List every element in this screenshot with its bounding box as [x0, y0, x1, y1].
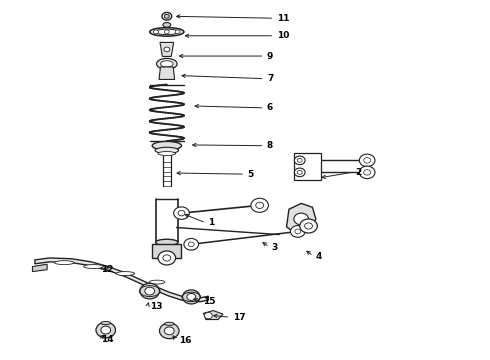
Ellipse shape [84, 265, 103, 269]
Circle shape [184, 238, 198, 250]
Ellipse shape [156, 239, 178, 246]
Circle shape [145, 287, 155, 295]
Circle shape [294, 213, 309, 225]
Ellipse shape [116, 271, 135, 275]
Polygon shape [160, 42, 173, 57]
Polygon shape [159, 67, 174, 80]
Circle shape [300, 219, 318, 233]
Circle shape [295, 229, 301, 234]
Circle shape [256, 202, 264, 208]
Ellipse shape [155, 29, 178, 35]
Circle shape [154, 30, 159, 34]
Circle shape [164, 47, 170, 52]
Polygon shape [32, 264, 47, 271]
Text: 10: 10 [277, 31, 289, 40]
Polygon shape [35, 258, 208, 302]
Circle shape [96, 322, 116, 338]
Text: 15: 15 [203, 297, 216, 306]
Circle shape [173, 207, 189, 219]
Circle shape [182, 290, 200, 304]
Circle shape [158, 251, 175, 265]
Text: 17: 17 [233, 313, 245, 322]
Ellipse shape [164, 322, 174, 325]
Ellipse shape [160, 61, 173, 67]
Ellipse shape [150, 28, 184, 36]
Circle shape [101, 326, 111, 334]
Text: 16: 16 [179, 336, 192, 345]
Circle shape [297, 158, 302, 162]
Polygon shape [152, 244, 181, 258]
Circle shape [305, 223, 313, 229]
Circle shape [359, 166, 375, 179]
Circle shape [364, 170, 370, 175]
Circle shape [188, 242, 194, 247]
Circle shape [163, 255, 171, 261]
Circle shape [159, 323, 179, 339]
Ellipse shape [149, 280, 165, 284]
Text: 14: 14 [101, 335, 114, 344]
Text: 7: 7 [267, 74, 273, 83]
Circle shape [204, 312, 212, 319]
Circle shape [164, 14, 169, 18]
Text: 13: 13 [150, 302, 162, 311]
Circle shape [178, 210, 185, 216]
Polygon shape [287, 203, 316, 235]
Circle shape [294, 156, 305, 165]
Circle shape [187, 293, 196, 301]
Polygon shape [203, 311, 223, 320]
Circle shape [162, 12, 172, 20]
Circle shape [291, 226, 305, 237]
Text: 6: 6 [267, 103, 273, 112]
Ellipse shape [54, 261, 74, 265]
Text: 4: 4 [316, 252, 322, 261]
Text: 1: 1 [208, 219, 215, 228]
Ellipse shape [155, 147, 178, 153]
Ellipse shape [157, 58, 177, 69]
Ellipse shape [158, 152, 175, 156]
Circle shape [164, 30, 169, 34]
Text: 5: 5 [247, 170, 254, 179]
Circle shape [297, 170, 302, 174]
Circle shape [294, 168, 305, 177]
Circle shape [164, 327, 174, 335]
Ellipse shape [101, 321, 111, 325]
Text: 11: 11 [277, 14, 289, 23]
Ellipse shape [163, 23, 171, 27]
Circle shape [140, 283, 159, 299]
Circle shape [359, 154, 375, 167]
Text: 8: 8 [267, 141, 273, 150]
Text: 12: 12 [101, 265, 113, 274]
Circle shape [364, 158, 370, 163]
Circle shape [175, 30, 180, 34]
Polygon shape [294, 153, 321, 180]
Circle shape [251, 198, 269, 212]
Text: 3: 3 [272, 243, 278, 252]
Text: 2: 2 [355, 168, 361, 177]
Ellipse shape [152, 141, 181, 150]
Text: 9: 9 [267, 51, 273, 60]
